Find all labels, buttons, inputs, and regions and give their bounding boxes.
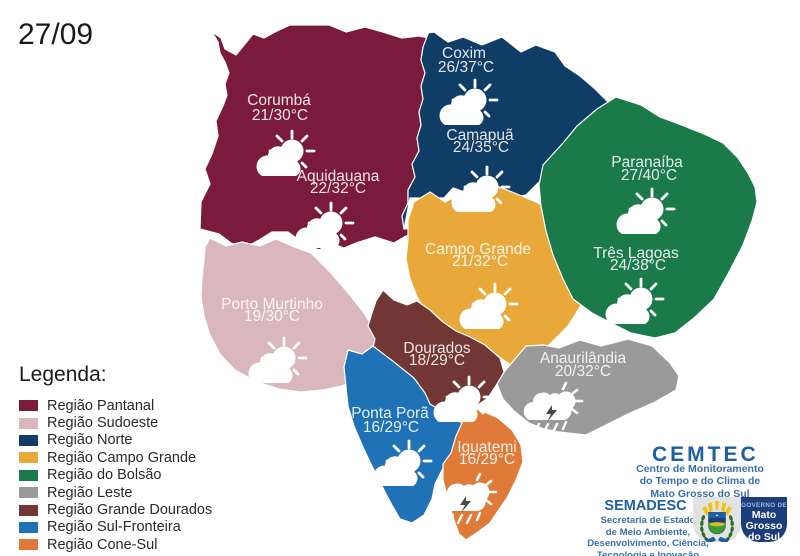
svg-text:16/29°C: 16/29°C [459, 451, 515, 468]
svg-text:18/29°C: 18/29°C [409, 352, 465, 369]
svg-text:27/40°C: 27/40°C [621, 167, 677, 184]
svg-text:21/32°C: 21/32°C [452, 253, 508, 270]
svg-text:22/32°C: 22/32°C [310, 180, 366, 197]
svg-text:24/38°C: 24/38°C [610, 257, 666, 274]
svg-text:21/30°C: 21/30°C [252, 107, 308, 124]
svg-text:26/37°C: 26/37°C [438, 59, 494, 76]
svg-text:24/35°C: 24/35°C [453, 139, 509, 156]
svg-text:16/29°C: 16/29°C [363, 419, 419, 436]
svg-text:20/32°C: 20/32°C [555, 363, 611, 380]
svg-text:19/30°C: 19/30°C [244, 308, 300, 325]
